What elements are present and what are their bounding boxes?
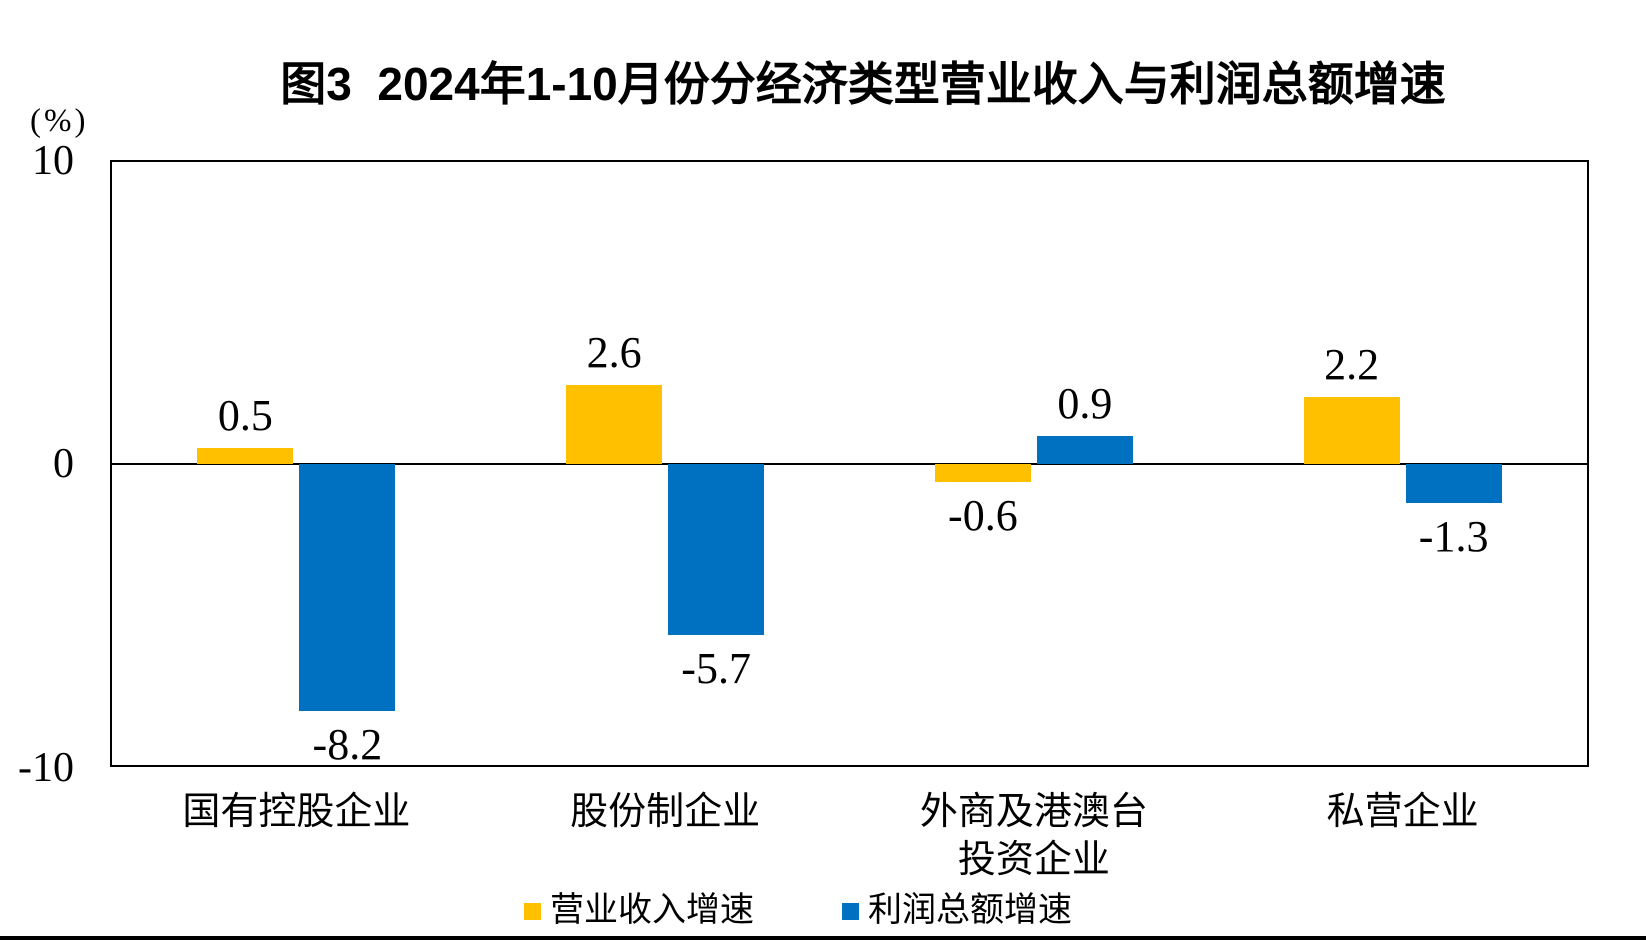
value-label-profit-3: -1.3 — [1418, 511, 1489, 561]
revenue-series-swatch-icon — [524, 902, 541, 920]
zero-axis-line — [112, 462, 1587, 465]
value-label-revenue-1: 2.6 — [586, 328, 642, 378]
chart-title: 图3 2024年1-10月份分经济类型营业收入与利润总额增速 — [280, 58, 1446, 110]
value-label-profit-1: -5.7 — [681, 644, 751, 694]
y-tick-minus-10: -10 — [18, 745, 74, 791]
value-label-revenue-2: -0.6 — [948, 490, 1018, 540]
profit-series-swatch-icon — [842, 902, 859, 920]
value-label-profit-0: -8.2 — [312, 719, 383, 769]
y-axis-unit-label: (%) — [30, 103, 89, 139]
y-tick-0: 0 — [53, 441, 74, 487]
bar-profit-1 — [668, 463, 765, 636]
value-label-profit-2: 0.9 — [1057, 379, 1113, 429]
bar-revenue-1 — [566, 385, 663, 464]
legend-label-profit: 利润总额增速 — [868, 892, 1072, 929]
legend-item-revenue: 营业收入增速 — [524, 893, 754, 929]
legend-label-revenue: 营业收入增速 — [550, 892, 754, 929]
category-label-0: 国有控股企业 — [182, 791, 411, 833]
category-label-1: 股份制企业 — [570, 791, 761, 833]
category-label-2: 外商及港澳台 投资企业 — [919, 791, 1148, 881]
bar-revenue-0 — [197, 448, 294, 464]
value-label-revenue-3: 2.2 — [1324, 340, 1380, 390]
y-tick-10: 10 — [32, 138, 74, 184]
bar-revenue-3 — [1303, 397, 1400, 464]
bar-profit-3 — [1405, 463, 1502, 503]
bar-profit-2 — [1036, 436, 1133, 464]
bottom-divider — [0, 936, 1646, 940]
legend: 营业收入增速 利润总额增速 — [524, 893, 1072, 929]
value-label-revenue-0: 0.5 — [217, 391, 273, 441]
plot-area: 0.5 2.6 -0.6 2.2 -8.2 -5.7 0.9 -1.3 — [110, 160, 1589, 767]
category-label-3: 私营企业 — [1326, 791, 1479, 833]
bar-revenue-2 — [934, 463, 1031, 482]
bar-profit-0 — [299, 463, 396, 711]
legend-item-profit: 利润总额增速 — [842, 893, 1072, 929]
